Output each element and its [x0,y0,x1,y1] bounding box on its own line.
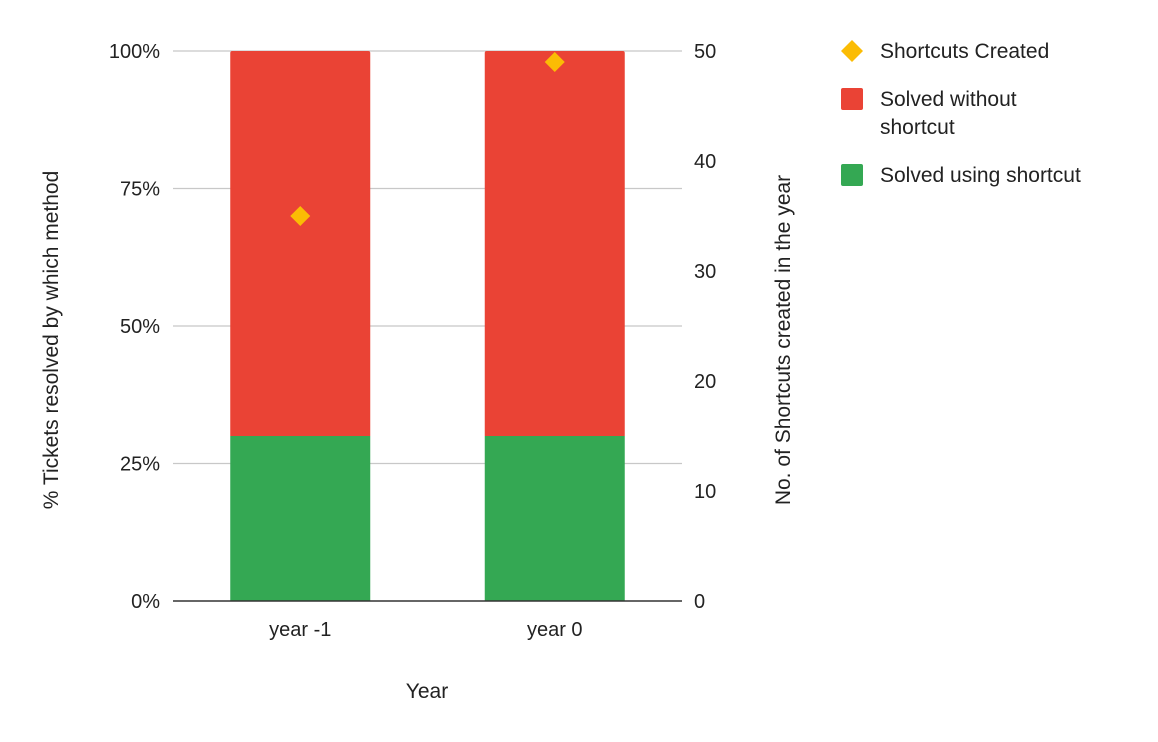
x-tick-label: year 0 [527,619,583,641]
right-tick-label: 30 [694,261,716,283]
left-tick-label: 25% [120,454,160,476]
bar-segment [484,436,625,601]
bars [230,51,625,601]
legend-label: Solved using shortcut [880,164,1081,187]
right-tick-label: 10 [694,481,716,503]
right-y-axis-title: No. of Shortcuts created in the year [772,175,795,505]
right-tick-label: 50 [694,41,716,63]
legend-item: Solved without shortcut [841,88,1017,139]
bar-segment [230,51,371,436]
legend-label: shortcut [880,116,955,139]
legend-marker [841,40,863,62]
left-y-axis-title: % Tickets resolved by which method [40,171,63,509]
x-axis-title: Year [406,680,448,703]
left-tick-label: 0% [131,591,160,613]
legend-item: Solved using shortcut [841,164,1081,187]
right-tick-label: 0 [694,591,705,613]
right-tick-label: 40 [694,151,716,173]
left-tick-label: 100% [109,41,160,63]
left-tick-label: 75% [120,179,160,201]
shortcut-point [290,206,311,226]
legend-marker [841,88,863,110]
x-axis-ticks: year -1 year 0 [269,619,582,641]
points [290,52,565,226]
legend-label: Solved without [880,88,1017,111]
right-tick-label: 20 [694,371,716,393]
left-axis-ticks: 0% 25% 50% 75% 100% [109,41,160,613]
bar-segment [230,436,371,601]
left-tick-label: 50% [120,316,160,338]
right-axis-ticks: 0 10 20 30 40 50 [694,41,716,613]
bar-segment [484,51,625,436]
legend-item: Shortcuts Created [841,40,1049,63]
x-tick-label: year -1 [269,619,331,641]
shortcut-point [544,52,565,72]
legend-marker [841,164,863,186]
legend-label: Shortcuts Created [880,40,1049,63]
